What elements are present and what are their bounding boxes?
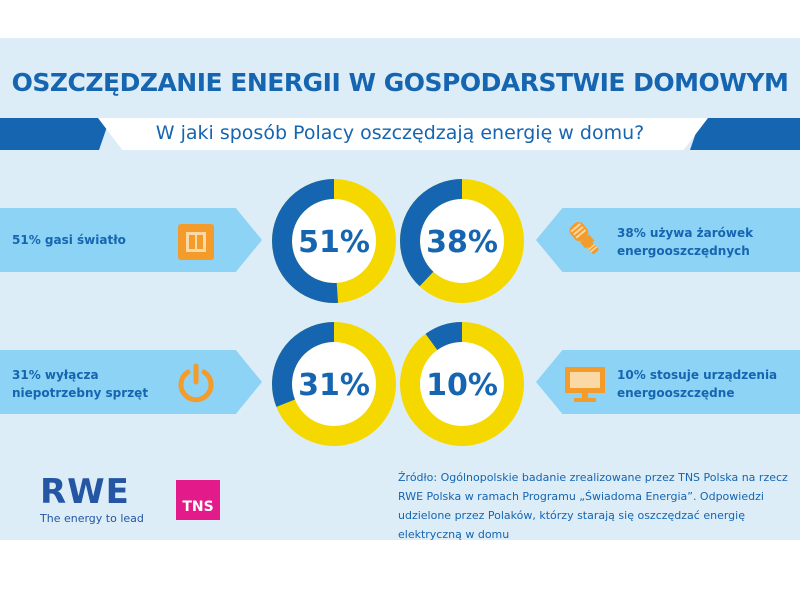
light-switch-icon [178,224,214,260]
rwe-tagline: The energy to lead [40,512,144,525]
tag-appliances-text-line1: 10% stosuje urządzenia [617,368,778,382]
page-title: OSZCZĘDZANIE ENERGII W GOSPODARSTWIE DOM… [11,68,789,97]
source-note: Źródło: Ogólnopolskie badanie zrealizowa… [398,471,788,541]
power-button-icon [178,363,214,403]
tag-lights [0,208,262,272]
subtitle-banner [98,118,708,150]
tns-logo: TNS [176,480,220,520]
tag-appliances-text-line2: energooszczędne [617,386,735,400]
banner-accent-left [0,118,110,150]
energy-saving-bulb-icon [569,221,599,255]
tag-devices-text-line2: niepotrzebny sprzęt [12,386,149,400]
tag-bulbs-text-line1: 38% używa żarówek [617,226,754,240]
tag-lights-text: 51% gasi światło [12,233,126,247]
infographic-background [0,38,800,540]
tag-devices-text-line1: 31% wyłącza [12,368,99,382]
banner-accent-right [690,118,800,150]
rwe-logo: RWE [40,472,130,512]
tag-bulbs-text-line2: energooszczędnych [617,244,750,258]
monitor-icon [565,367,605,402]
subtitle: W jaki sposób Polacy oszczędzają energię… [155,122,645,144]
tag-devices [0,350,262,414]
